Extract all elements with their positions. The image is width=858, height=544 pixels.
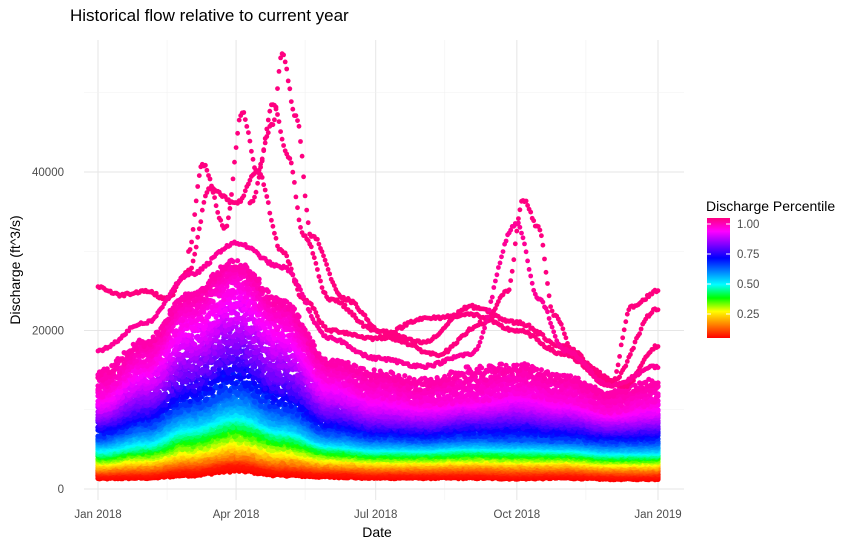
chart-title: Historical flow relative to current year xyxy=(70,6,349,26)
data-points xyxy=(95,51,661,483)
